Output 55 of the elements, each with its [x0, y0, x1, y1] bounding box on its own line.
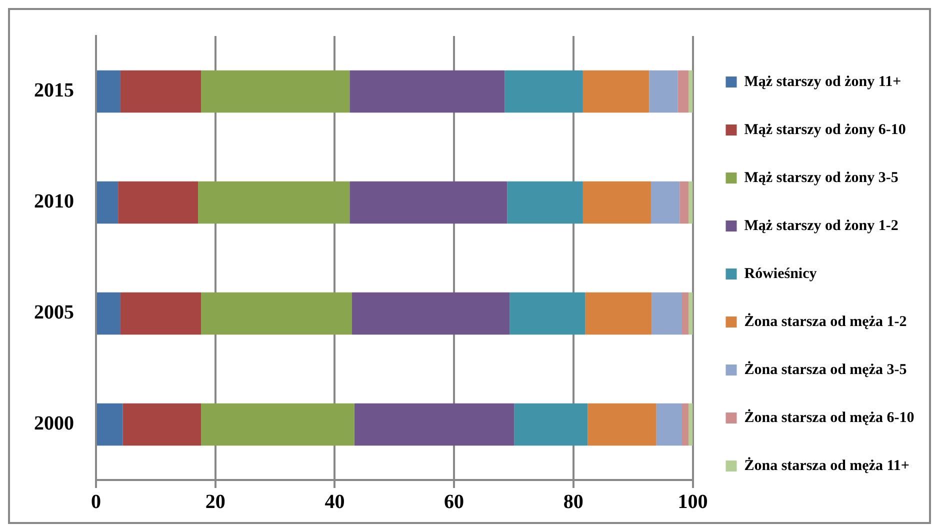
x-tick-label: 0	[91, 491, 101, 514]
legend-label: Żona starsza od męża 1-2	[744, 312, 907, 330]
bar	[507, 181, 583, 224]
legend-label: Żona starsza od męża 6-10	[744, 408, 914, 426]
bar	[350, 181, 508, 224]
bar	[201, 70, 350, 113]
bar	[682, 403, 689, 446]
bar	[122, 403, 202, 446]
legend-label: Żona starsza od męża 3-5	[744, 360, 907, 378]
bar	[514, 403, 588, 446]
bar	[510, 292, 586, 335]
bar	[201, 292, 352, 335]
bar	[680, 181, 689, 224]
bar	[582, 181, 651, 224]
bar	[118, 181, 198, 224]
bar	[354, 403, 514, 446]
bar	[649, 70, 678, 113]
y-tick-label: 2010	[34, 190, 74, 213]
x-tick-label: 40	[324, 491, 345, 514]
bar	[120, 292, 202, 335]
x-tick-label: 60	[444, 491, 464, 514]
bar	[97, 70, 120, 113]
x-tick-label: 100	[678, 491, 708, 514]
legend-label: Rówieśnicy	[744, 266, 818, 282]
bar	[678, 70, 689, 113]
bar	[97, 181, 118, 224]
bar	[201, 403, 354, 446]
bar	[97, 292, 120, 335]
bar	[682, 292, 689, 335]
legend-label: Żona starsza od męża 11+	[744, 456, 910, 474]
bar	[585, 292, 652, 335]
y-tick-label: 2015	[34, 80, 74, 102]
bar	[198, 181, 350, 224]
y-tick-label: 2005	[34, 302, 74, 324]
bar	[504, 70, 583, 113]
bar	[650, 181, 680, 224]
legend-label: Mąż starszy od żony 6-10	[744, 122, 906, 138]
bar	[688, 292, 693, 335]
bar	[350, 70, 505, 113]
x-tick-label: 20	[205, 491, 226, 514]
bar	[582, 70, 650, 113]
bar	[688, 181, 693, 224]
x-tick-label: 80	[563, 491, 584, 514]
bar	[588, 403, 656, 446]
y-tick-label: 2000	[34, 412, 74, 435]
bar	[97, 403, 123, 446]
legend-label: Mąż starszy od żony 11+	[744, 74, 902, 90]
legend-label: Mąż starszy od żony 3-5	[744, 170, 898, 186]
bar	[688, 403, 693, 446]
legend-label: Mąż starszy od żony 1-2	[744, 218, 898, 234]
bar	[656, 403, 682, 446]
bar	[352, 292, 510, 335]
bar	[688, 70, 693, 113]
bar	[652, 292, 682, 335]
bar	[120, 70, 202, 113]
